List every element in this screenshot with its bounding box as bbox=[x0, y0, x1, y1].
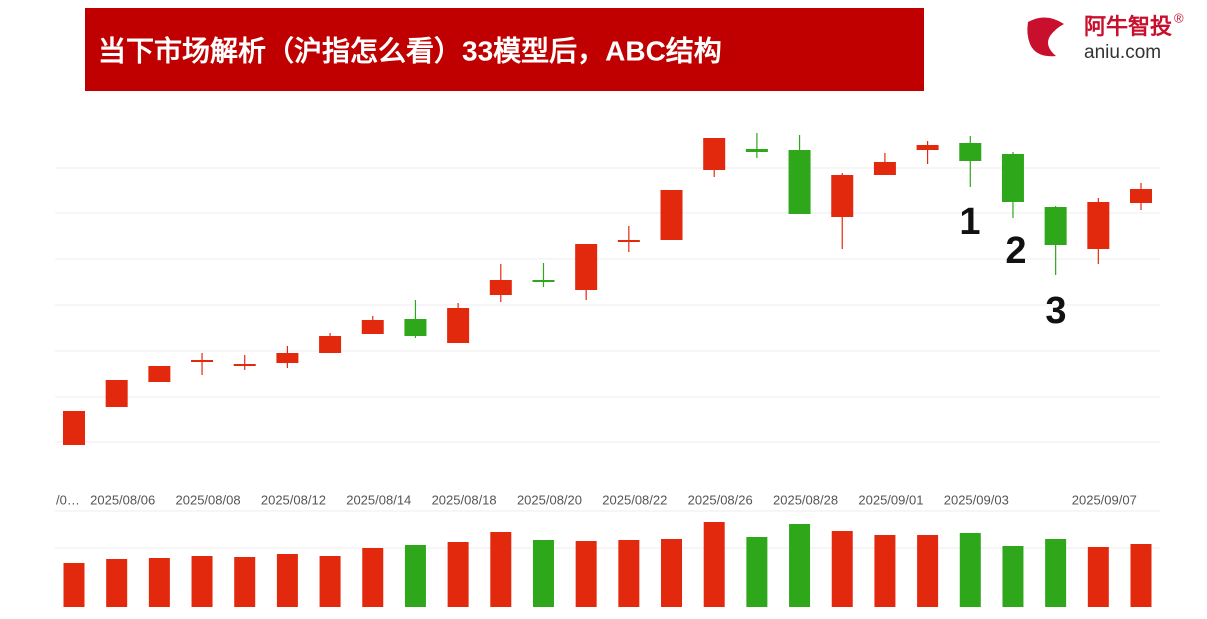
volume-bar bbox=[917, 535, 939, 607]
x-tick-label: /0… bbox=[56, 492, 80, 507]
volume-bar bbox=[703, 522, 725, 607]
logo-en: aniu.com bbox=[1084, 42, 1161, 63]
candle-body bbox=[959, 143, 982, 161]
x-tick-label: 2025/08/22 bbox=[602, 492, 667, 507]
candle-body bbox=[1130, 189, 1152, 203]
volume-bar bbox=[106, 559, 128, 607]
annotation: 2 bbox=[1005, 230, 1026, 272]
volume-bar bbox=[575, 541, 597, 607]
volume-bar bbox=[234, 557, 256, 607]
candle-body bbox=[489, 280, 512, 295]
candle-body bbox=[1087, 202, 1110, 249]
candle-body bbox=[745, 149, 768, 152]
candle-body bbox=[916, 145, 939, 150]
volume-bar bbox=[959, 533, 981, 607]
volume-bar bbox=[362, 548, 384, 607]
volume-bar bbox=[319, 556, 341, 607]
x-tick-label: 2025/08/20 bbox=[517, 492, 582, 507]
title: 当下市场解析（沪指怎么看）33模型后，ABC结构 bbox=[98, 34, 722, 66]
candle-body bbox=[191, 360, 214, 362]
volume-bar bbox=[1130, 544, 1152, 607]
candle-body bbox=[361, 320, 384, 334]
candle-body bbox=[148, 366, 171, 382]
annotation: 3 bbox=[1045, 290, 1066, 332]
candle-body bbox=[617, 240, 640, 242]
volume-bar bbox=[148, 558, 170, 607]
candle-body bbox=[703, 138, 726, 170]
x-tick-label: 2025/08/06 bbox=[90, 492, 155, 507]
x-tick-label: 2025/08/26 bbox=[688, 492, 753, 507]
volume-bar bbox=[831, 531, 853, 607]
candle-body bbox=[319, 336, 342, 353]
candle-body bbox=[105, 380, 128, 407]
candle-body bbox=[233, 364, 256, 366]
candle-body bbox=[788, 150, 811, 214]
x-tick-label: 2025/08/14 bbox=[346, 492, 411, 507]
candle-body bbox=[404, 319, 427, 336]
volume-bar bbox=[661, 539, 683, 607]
volume-bar bbox=[404, 545, 426, 607]
x-tick-label: 2025/08/08 bbox=[176, 492, 241, 507]
volume-bar bbox=[789, 524, 811, 607]
volume-bar bbox=[1045, 539, 1067, 607]
volume-bar bbox=[490, 532, 512, 607]
candle-body bbox=[63, 411, 85, 445]
volume-bar bbox=[191, 556, 213, 607]
x-tick-label: 2025/08/12 bbox=[261, 492, 326, 507]
candle-body bbox=[1001, 154, 1024, 202]
volume-bar bbox=[874, 535, 896, 607]
logo-cn: 阿牛智投 bbox=[1084, 14, 1172, 39]
volume-bar bbox=[1002, 546, 1024, 607]
grid bbox=[55, 167, 1160, 549]
candle-body bbox=[1044, 207, 1067, 245]
candle-body bbox=[831, 175, 854, 217]
candle-body bbox=[447, 308, 470, 343]
x-tick-label: 2025/08/28 bbox=[773, 492, 838, 507]
x-tick-label: 2025/09/07 bbox=[1072, 492, 1137, 507]
x-tick-label: 2025/08/18 bbox=[432, 492, 497, 507]
volume-bar bbox=[1087, 547, 1109, 607]
volume-bar bbox=[618, 540, 640, 607]
candle-body bbox=[276, 353, 299, 363]
x-tick-label: 2025/09/01 bbox=[858, 492, 923, 507]
volume-bar bbox=[63, 563, 85, 607]
x-tick-label: 2025/09/03 bbox=[944, 492, 1009, 507]
volume-bar bbox=[532, 540, 554, 607]
annotation: 1 bbox=[959, 201, 980, 243]
volume-bar bbox=[746, 537, 768, 607]
logo-icon bbox=[1027, 17, 1064, 57]
volume-bar bbox=[447, 542, 469, 607]
candle-body bbox=[575, 244, 598, 290]
candle-body bbox=[660, 190, 683, 240]
candle-body bbox=[532, 280, 555, 282]
volume-bar bbox=[276, 554, 298, 607]
candle-body bbox=[873, 162, 896, 175]
logo-mark: ® bbox=[1174, 10, 1184, 25]
title-banner bbox=[85, 8, 924, 91]
